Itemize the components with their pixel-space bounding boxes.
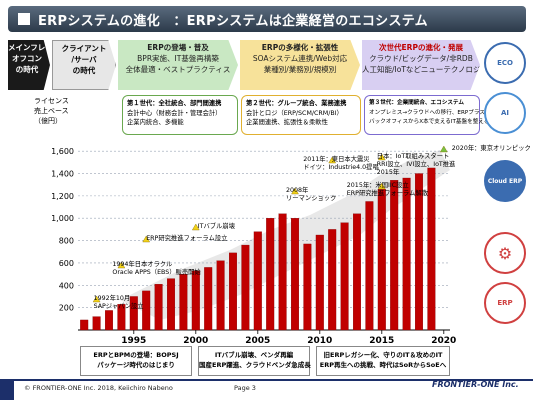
bar bbox=[167, 278, 175, 331]
annotation-marker bbox=[117, 261, 126, 269]
ecosystem-icon: ECO bbox=[484, 42, 526, 84]
era-erp-diversification: ERPの多様化・拡張性 SOAシステム連携/Web対応 業種別/業務別/規模別 bbox=[240, 40, 360, 90]
annotation-label: 1994年日本オラクル bbox=[112, 259, 172, 268]
bottom-box-it-bubble: ITバブル崩壊、ベンダ再編 国産ERP躍進、クラウドベンダ急成長 bbox=[198, 346, 311, 376]
footer-corner bbox=[0, 381, 14, 400]
y-tick-label: 600 bbox=[59, 259, 74, 268]
y-tick-label: 1,600 bbox=[51, 147, 74, 156]
bar bbox=[80, 319, 89, 331]
annotation-marker bbox=[291, 187, 299, 195]
bar bbox=[340, 222, 349, 331]
title-bar: ERPシステムの進化 ：ERPシステムは企業経営のエコシステム bbox=[8, 6, 526, 32]
bar bbox=[315, 234, 324, 331]
footer-divider bbox=[0, 379, 533, 381]
copyright: © FRONTIER-ONE Inc. 2018, Keiichiro Nabe… bbox=[24, 384, 173, 392]
title-square-icon bbox=[18, 13, 30, 25]
bar bbox=[179, 273, 188, 331]
cloud-erp-icon: Cloud ERP bbox=[484, 160, 526, 202]
annotation-label: SAPジャパン設立 bbox=[94, 301, 144, 310]
bar bbox=[117, 304, 126, 331]
bar bbox=[105, 310, 113, 331]
bar bbox=[241, 244, 250, 331]
annotation-label: 2008年 bbox=[286, 185, 308, 194]
bar bbox=[216, 260, 225, 331]
bar bbox=[191, 270, 200, 331]
brain-icon: AI bbox=[484, 92, 526, 134]
bar bbox=[204, 267, 213, 331]
bar bbox=[402, 177, 411, 331]
bar bbox=[253, 231, 262, 331]
bar bbox=[154, 284, 163, 331]
bar bbox=[92, 316, 101, 331]
bar bbox=[377, 189, 386, 331]
annotation-label: 1992年10月 bbox=[94, 293, 131, 302]
generation-3-box: 第３世代：企業間統合、エコシステム オンプレミス→クラウドへの移行、ERPプラス… bbox=[364, 95, 502, 135]
y-tick-label: 1,200 bbox=[51, 192, 74, 201]
y-tick-label: 400 bbox=[59, 281, 74, 290]
bar bbox=[229, 252, 237, 331]
bar bbox=[291, 218, 299, 331]
annotation-label: RRI設立、IVI設立、IoT推進 bbox=[377, 159, 456, 168]
annotation-marker bbox=[439, 145, 448, 153]
bar bbox=[427, 167, 436, 331]
annotation-label: ERP研究推進フォーラム解散 bbox=[347, 188, 429, 197]
bar bbox=[390, 180, 399, 331]
bottom-box-bpm: ERPとBPMの登場：BOPSJ パッケージ時代のはじまり bbox=[80, 346, 192, 376]
generation-1-box: 第１世代：全社統合、部門間連携 会計中心（財務会計・管理会計） 企業内統合、多機… bbox=[122, 95, 238, 135]
bar bbox=[365, 201, 374, 331]
annotation-marker bbox=[191, 223, 200, 231]
y-tick-label: 1,400 bbox=[51, 170, 74, 179]
bar bbox=[278, 213, 287, 331]
bar bbox=[129, 296, 138, 331]
bar bbox=[266, 218, 275, 331]
x-tick-label: 1995 bbox=[121, 336, 146, 346]
company-logo: FRONTIER-ONE Inc. bbox=[432, 380, 519, 389]
era-client-server: クライアント /サーバ の時代 bbox=[52, 40, 116, 90]
x-tick-label: 2010 bbox=[307, 336, 332, 346]
annotation-label: Oracle APPS（EBS）販売開始 bbox=[112, 267, 201, 276]
annotation-marker bbox=[142, 235, 151, 243]
annotation-label: ITバブル崩壊 bbox=[198, 221, 236, 230]
annotation-marker bbox=[92, 295, 101, 303]
bar bbox=[415, 173, 423, 331]
annotation-marker bbox=[377, 182, 386, 190]
japan-map-silhouette bbox=[120, 150, 450, 320]
annotation-label: リーマンショック bbox=[286, 194, 336, 202]
page-number: Page 3 bbox=[234, 384, 256, 392]
x-tick-label: 2000 bbox=[183, 336, 208, 346]
y-tick-label: 800 bbox=[59, 237, 74, 246]
annotation-label: 2015年 bbox=[377, 167, 399, 176]
gear-icon: ⚙ bbox=[484, 232, 526, 274]
era-next-gen-erp: 次世代ERPの進化・発展 クラウド/ビッグデータ/非RDB 人工知能/IoTなど… bbox=[362, 40, 480, 90]
annotation-marker bbox=[377, 153, 386, 161]
annotation-label: 2011年：東日本大震災 bbox=[303, 154, 370, 163]
bar bbox=[142, 290, 151, 331]
generation-2-box: 第２世代：グループ統合、業務連携 会計とロジ（ERP/SCM/CRM/BI） 企… bbox=[241, 95, 361, 135]
y-tick-label: 200 bbox=[59, 304, 74, 313]
erp-icon: ERP bbox=[484, 282, 526, 324]
y-axis-title: ライセンス 売上ベース （億円） bbox=[34, 97, 69, 125]
era-erp-adoption: ERPの登場・普及 BPR実施、IT基盤再構築 全体最適・ベストプラクティス bbox=[118, 40, 238, 90]
annotation-label: 2015年：米国IIC設立 bbox=[347, 180, 409, 189]
x-tick-label: 2020 bbox=[431, 336, 456, 346]
x-tick-label: 2015 bbox=[369, 336, 394, 346]
y-tick-label: 1,000 bbox=[51, 214, 74, 223]
era-mainframe: メインフレーム オフコン の時代 bbox=[8, 40, 50, 90]
annotation-label: 2020年：東京オリンピック bbox=[452, 143, 531, 152]
annotation-marker bbox=[328, 156, 337, 164]
x-tick-label: 2005 bbox=[245, 336, 270, 346]
bottom-box-legacy: 旧ERPレガシー化、守りのIT＆攻めのIT ERP再生への挑戦、時代はSoRから… bbox=[316, 346, 450, 376]
bar bbox=[303, 243, 312, 331]
bar bbox=[328, 229, 337, 331]
annotation-label: 日本：IoT取組みスタート bbox=[377, 151, 450, 160]
bar bbox=[353, 213, 361, 331]
annotation-label: ERP研究推進フォーラム設立 bbox=[146, 233, 227, 242]
page-title: ERPシステムの進化 ：ERPシステムは企業経営のエコシステム bbox=[38, 14, 428, 29]
annotation-label: ドイツ：Industrie4.0提唱 bbox=[303, 162, 379, 171]
